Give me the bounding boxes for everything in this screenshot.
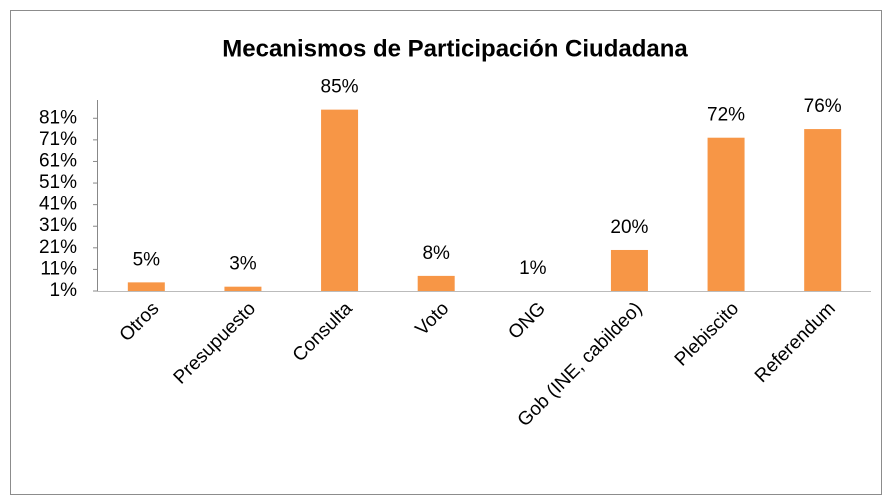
data-label: 3%	[229, 254, 257, 275]
bar	[321, 109, 359, 292]
y-tick-label: 11%	[40, 258, 77, 279]
data-label: 8%	[422, 243, 450, 264]
data-label: 5%	[133, 249, 161, 270]
y-tick-label: 61%	[39, 150, 77, 171]
bar	[707, 137, 745, 291]
y-tick-label: 31%	[39, 215, 77, 236]
y-tick-label: 21%	[39, 237, 77, 258]
bar	[224, 286, 262, 291]
data-label: 20%	[610, 217, 648, 238]
bar	[417, 275, 455, 291]
y-tick-label: 1%	[50, 280, 78, 301]
y-tick-label: 41%	[39, 194, 77, 215]
y-tick-label: 51%	[39, 172, 77, 193]
data-label: 85%	[321, 77, 359, 98]
y-tick-label: 81%	[39, 107, 77, 128]
data-label: 72%	[707, 105, 745, 126]
data-label: 1%	[519, 258, 547, 279]
chart-title: Mecanismos de Participación Ciudadana	[222, 35, 688, 62]
data-label: 76%	[804, 96, 842, 117]
bar	[127, 282, 165, 291]
bar	[610, 249, 648, 291]
bar	[804, 129, 842, 291]
y-tick-label: 71%	[39, 129, 77, 150]
